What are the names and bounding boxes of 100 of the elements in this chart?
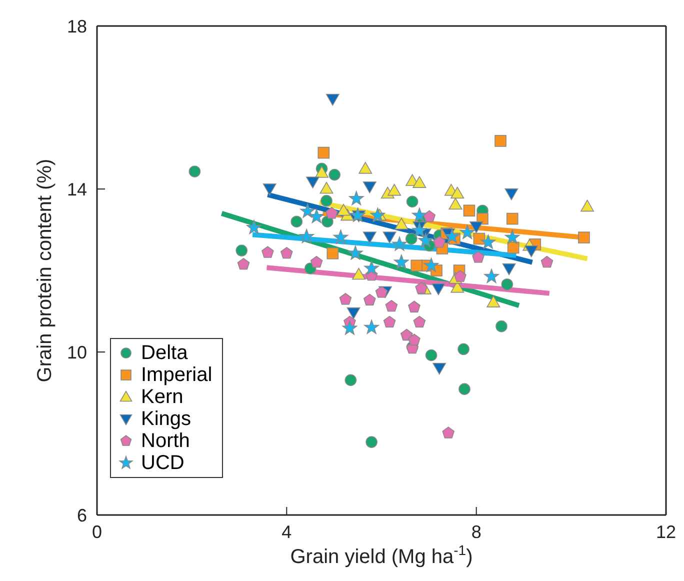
point <box>394 254 409 269</box>
y-tick-label: 18 <box>66 16 87 36</box>
point <box>315 166 328 178</box>
legend-label: Imperial <box>141 364 212 386</box>
point <box>450 186 464 199</box>
x-tick-label: 4 <box>282 522 292 542</box>
point <box>382 232 396 244</box>
point <box>415 282 428 294</box>
point <box>346 307 360 320</box>
point <box>363 294 376 306</box>
y-tick-label: 6 <box>76 505 87 526</box>
point <box>486 296 500 308</box>
point <box>496 320 508 332</box>
point <box>348 246 363 260</box>
legend-label: Kern <box>141 386 184 408</box>
point <box>300 204 315 218</box>
point <box>348 190 364 206</box>
point <box>458 383 470 395</box>
point <box>463 204 476 216</box>
point <box>504 188 518 200</box>
point <box>309 208 324 224</box>
point <box>299 228 314 244</box>
point <box>442 426 455 438</box>
point <box>540 256 554 268</box>
point <box>454 270 466 282</box>
x-tick-label: 8 <box>471 522 482 542</box>
point <box>358 162 372 174</box>
point <box>236 244 248 256</box>
legend-label: Delta <box>141 342 188 364</box>
y-tick-label: 14 <box>66 179 87 200</box>
point <box>362 232 376 244</box>
x-tick-label: 12 <box>656 522 676 542</box>
point <box>383 316 396 328</box>
point <box>394 218 408 230</box>
point <box>320 194 332 207</box>
point <box>318 146 330 159</box>
point <box>432 283 446 296</box>
point <box>322 216 334 228</box>
point <box>480 234 496 249</box>
point <box>336 204 350 216</box>
point <box>326 94 340 106</box>
point <box>408 300 420 312</box>
point <box>405 232 418 245</box>
point <box>425 349 438 362</box>
point <box>504 230 520 244</box>
point <box>580 200 594 212</box>
x-axis-title: Grain yield (Mg ha$^{-1}$) <box>290 542 473 568</box>
point <box>262 246 274 258</box>
point <box>484 268 499 284</box>
point <box>458 343 470 356</box>
point <box>507 242 520 254</box>
point <box>333 230 348 244</box>
point <box>444 228 460 244</box>
point <box>406 196 418 208</box>
legend-label: North <box>141 430 190 452</box>
point <box>306 176 320 188</box>
point <box>310 256 323 268</box>
point <box>237 258 250 270</box>
point <box>342 320 358 335</box>
point <box>578 232 590 244</box>
point <box>412 222 427 237</box>
point <box>410 260 422 272</box>
y-axis-title: Grain protein content (%) <box>34 158 56 382</box>
point <box>280 246 293 259</box>
point <box>433 236 446 248</box>
legend-label: UCD <box>141 452 184 474</box>
x-tick-label: 0 <box>92 522 102 542</box>
point <box>494 135 506 147</box>
point <box>385 300 398 312</box>
point <box>392 236 407 251</box>
legend-label: Kings <box>141 408 192 430</box>
point <box>352 268 366 280</box>
point <box>423 210 436 222</box>
point <box>412 208 427 222</box>
point <box>448 198 462 210</box>
point <box>364 320 380 334</box>
point <box>350 208 366 222</box>
point <box>246 220 262 234</box>
point <box>339 292 352 305</box>
point <box>320 182 334 194</box>
point <box>326 207 338 219</box>
point <box>502 263 516 276</box>
point <box>470 221 484 234</box>
point <box>328 168 340 181</box>
point <box>388 184 402 196</box>
point <box>262 184 276 196</box>
point <box>370 208 386 222</box>
point <box>413 316 426 328</box>
point <box>366 436 378 448</box>
point <box>362 181 376 194</box>
point <box>424 258 439 272</box>
point <box>290 216 303 228</box>
point <box>375 286 388 298</box>
point <box>418 232 434 248</box>
point <box>364 260 380 275</box>
point <box>501 278 514 290</box>
point <box>412 176 426 188</box>
point <box>472 251 484 263</box>
point <box>344 374 357 386</box>
point <box>460 224 475 240</box>
